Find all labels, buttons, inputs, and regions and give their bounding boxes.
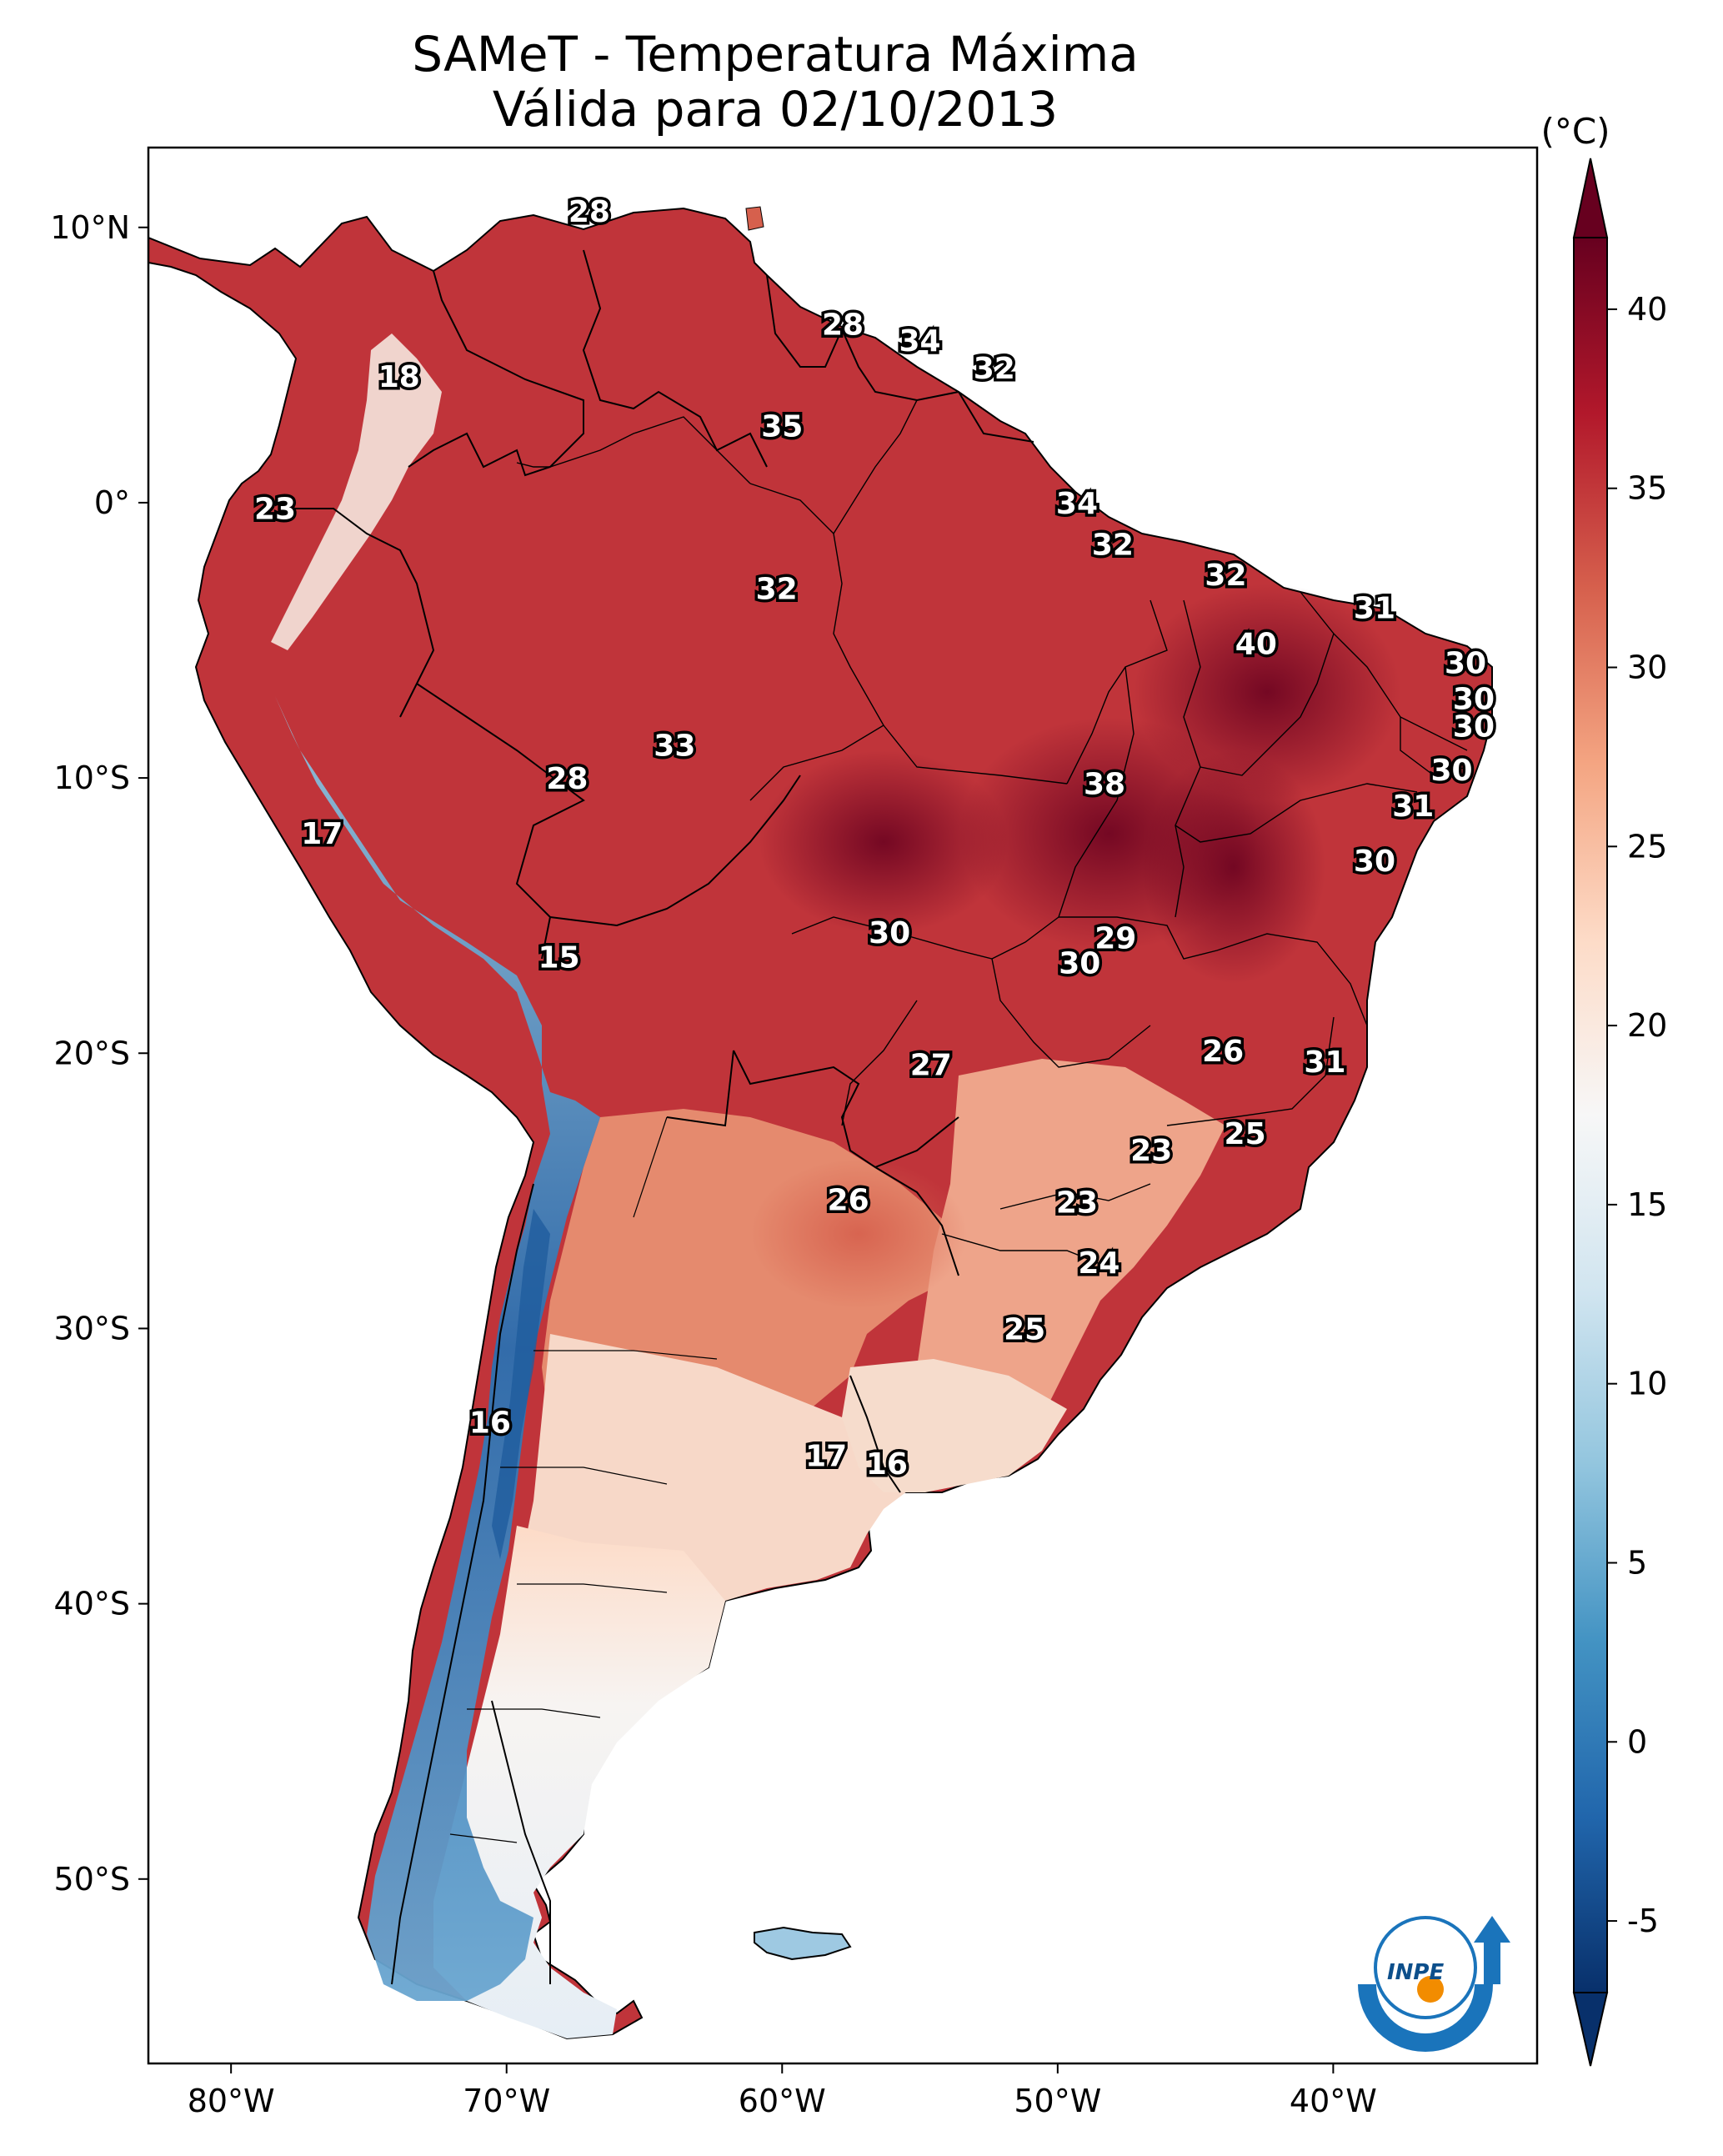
lon-tick-label: 80°W (188, 2083, 275, 2119)
station-value-label: 26 (1202, 1035, 1244, 1069)
station-value-label: 31 (1354, 591, 1395, 625)
province-borders (449, 1116, 718, 1843)
logo-swoosh (1358, 1983, 1493, 2052)
southeast-brazil-zone (917, 1059, 1225, 1451)
station-value-label: 26 (828, 1183, 869, 1217)
falkland-islands (754, 1926, 852, 1961)
caribbean-islands (745, 206, 764, 231)
warm-chaco (750, 1159, 967, 1309)
lon-tick-label: 60°W (739, 2083, 826, 2119)
station-value-label: 34 (899, 324, 941, 358)
station-value-label: 30 (1354, 845, 1395, 879)
station-value-label: 25 (1225, 1117, 1266, 1151)
station-value-label: 30 (1430, 754, 1472, 788)
station-value-label: 30 (1453, 709, 1495, 744)
station-value-label: 32 (1205, 559, 1246, 593)
station-value-label: 34 (1056, 487, 1098, 521)
logo-text: INPE (1387, 1960, 1444, 1985)
colorbar-top-arrow (1572, 158, 1609, 238)
station-value-label: 27 (910, 1048, 952, 1082)
inpe-logo: INPE (1358, 1916, 1510, 2052)
andes-peak-strip (492, 1209, 550, 1559)
colorbar-tick-label: -5 (1627, 1903, 1659, 1939)
lat-tick-label: 0° (94, 484, 130, 521)
lat-tick-label: 50°S (54, 1861, 130, 1898)
station-value-label: 30 (1445, 646, 1486, 680)
hotspot-piaui (1134, 584, 1400, 800)
lat-tick-label: 20°S (54, 1035, 130, 1071)
station-value-label: 23 (254, 493, 296, 527)
station-value-label: 31 (1304, 1045, 1345, 1080)
colorbar-tick-label: 10 (1627, 1366, 1667, 1402)
map-subtitle: Válida para 02/10/2013 (492, 81, 1059, 138)
station-value-label: 15 (538, 941, 579, 975)
station-value-label: 24 (1078, 1246, 1119, 1281)
lat-tick-label: 30°S (54, 1310, 130, 1346)
station-value-label: 32 (1092, 528, 1134, 562)
uruguay-rs-zone (842, 1359, 1067, 1492)
colorbar-tick-label: 15 (1627, 1186, 1667, 1223)
colorbar-ticks: 40 35 30 25 20 15 10 5 0 -5 (1607, 291, 1667, 1939)
longitude-axis: 80°W 70°W 60°W 50°W 40°W (188, 2063, 1377, 2119)
station-value-label: 28 (568, 195, 610, 229)
station-value-label: 23 (1130, 1134, 1172, 1168)
colorbar-tick-label: 35 (1627, 470, 1667, 507)
station-value-label: 25 (1004, 1312, 1045, 1346)
map-title: SAMeT - Temperatura Máxima (412, 26, 1139, 83)
lon-tick-label: 40°W (1290, 2083, 1377, 2119)
station-value-label: 16 (469, 1406, 511, 1441)
colorbar-tick-label: 5 (1627, 1544, 1647, 1581)
station-value-label: 33 (654, 729, 695, 763)
station-value-label: 30 (1059, 946, 1100, 980)
lat-tick-label: 40°S (54, 1586, 130, 1622)
colorbar-outline (1573, 237, 1608, 1993)
logo-arrow-icon (1474, 1916, 1510, 1984)
lon-tick-label: 50°W (1014, 2083, 1101, 2119)
continent-layer (148, 206, 1493, 2040)
hotspot-bahia (1142, 750, 1325, 984)
logo-sun-icon (1417, 1976, 1444, 2003)
colorbar-tick-label: 20 (1627, 1007, 1667, 1044)
station-value-label: 17 (301, 817, 343, 851)
latitude-axis: 10°N 0° 10°S 20°S 30°S 40°S 50°S (50, 209, 148, 1898)
colorbar-tick-label: 25 (1627, 828, 1667, 865)
station-value-label: 29 (1094, 922, 1136, 956)
station-value-label: 35 (761, 409, 803, 444)
station-value-label: 38 (1084, 768, 1125, 802)
station-value-label: 30 (869, 916, 910, 950)
state-borders (516, 399, 1468, 1268)
colorbar-unit: (°C) (1540, 111, 1610, 152)
station-value-label: 23 (1056, 1186, 1098, 1221)
lat-tick-label: 10°N (50, 209, 130, 246)
station-value-label: 18 (378, 360, 420, 394)
colombia-andes-strip (271, 333, 442, 650)
colorbar-body (1574, 238, 1607, 1993)
lon-tick-label: 70°W (463, 2083, 550, 2119)
map-frame (147, 146, 1539, 2065)
station-value-label: 32 (974, 352, 1015, 386)
lat-tick-label: 10°S (54, 760, 130, 796)
station-value-label: 32 (756, 572, 798, 606)
station-value-label: 30 (1453, 682, 1495, 716)
logo-orbit (1374, 1916, 1477, 2019)
station-value-label: 40 (1235, 627, 1277, 661)
colorbar-tick-label: 40 (1627, 291, 1667, 328)
station-value-label: 17 (805, 1439, 847, 1473)
station-value-label: 28 (546, 762, 588, 796)
colorbar: 40 35 30 25 20 15 10 5 0 -5 (°C) (1540, 111, 1667, 2067)
station-value-label: 16 (866, 1447, 908, 1482)
station-value-label: 28 (822, 308, 864, 342)
hotspot-mato-grosso (759, 750, 1009, 934)
andes-cold-strip (275, 696, 600, 2001)
station-value-label: 31 (1392, 790, 1434, 824)
colorbar-tick-label: 0 (1627, 1723, 1647, 1760)
colorbar-bottom-arrow (1572, 1992, 1609, 2067)
colorbar-tick-label: 30 (1627, 649, 1667, 686)
